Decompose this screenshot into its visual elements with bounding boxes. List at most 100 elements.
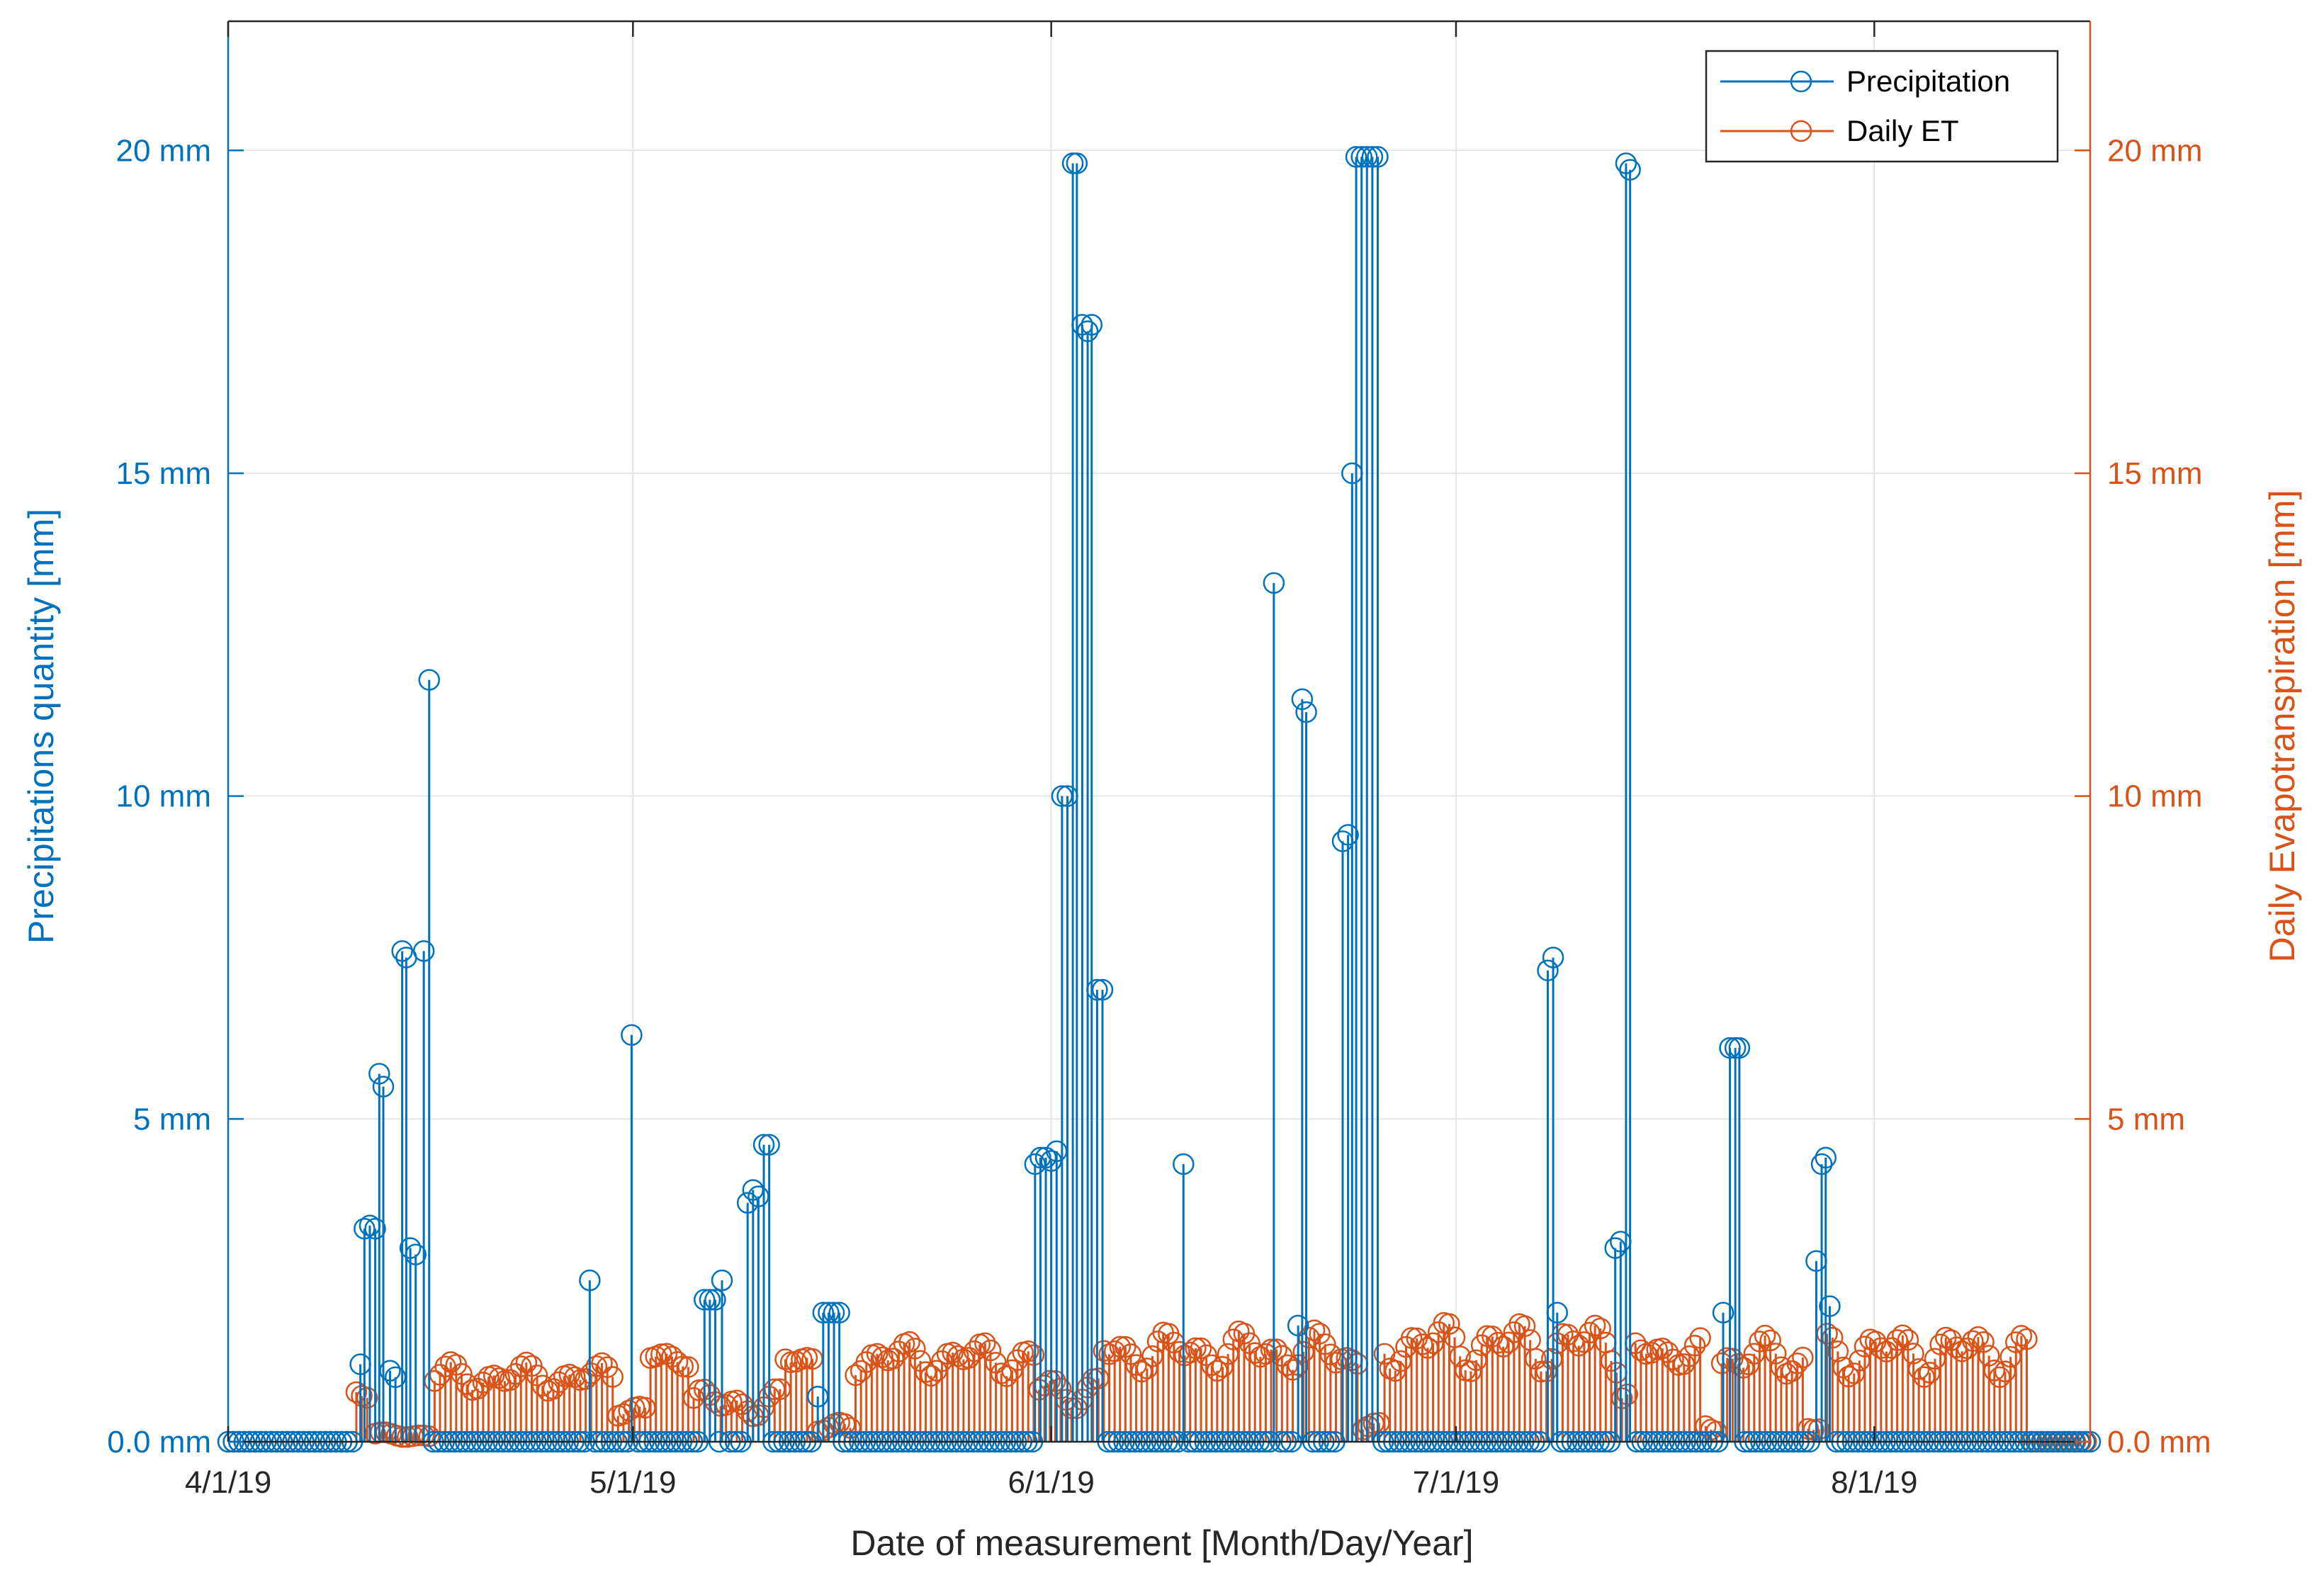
et-marker [1115,1335,1136,1358]
et-marker [1967,1326,1990,1348]
precipitation-marker [1287,1314,1309,1337]
et-marker [666,1351,689,1373]
precipitation-marker [364,1218,386,1240]
precipitation-marker [405,1243,427,1265]
precipitation-marker [828,1301,850,1323]
precipitation-marker [1542,947,1564,968]
precipitation-marker [1728,1037,1751,1059]
et-marker [564,1366,586,1389]
precipitation-marker [579,1269,601,1292]
axes [227,20,2092,1443]
precipitation-marker [418,669,440,691]
precipitation-marker [399,1237,422,1259]
et-marker [1201,1354,1223,1377]
precipitation-marker [823,1301,845,1323]
precipitation-marker [1361,146,1384,168]
et-marker [1449,1345,1471,1367]
y-tick-label-right: 15 mm [2107,456,2202,491]
y-tick-label-right: 10 mm [2107,779,2202,814]
et-marker [1786,1352,1809,1374]
et-marker [1616,1383,1639,1406]
et-marker [1314,1333,1336,1355]
et-marker [1093,1340,1115,1362]
precipitation-marker [1615,152,1637,174]
et-marker [2016,1328,2038,1350]
et-marker [1309,1323,1331,1345]
y-tick-label-right: 0.0 mm [2107,1425,2211,1459]
precipitation-marker [711,1269,733,1292]
precipitation-marker [1173,1153,1195,1175]
et-marker [1260,1338,1282,1360]
et-marker [1978,1345,2000,1367]
et-marker [1584,1314,1606,1337]
precipitation-marker [1546,1301,1569,1323]
et-marker [1438,1313,1460,1335]
et-marker [1190,1337,1212,1360]
y-tick-label-right: 20 mm [2107,133,2202,168]
y-axis-label-left: Precipitations quantity [mm] [21,509,61,944]
precipitation-marker [1819,1295,1841,1317]
et-marker [356,1386,378,1409]
precipitation-marker [752,1134,775,1156]
et-marker [1695,1415,1717,1438]
et-marker [1589,1317,1611,1340]
et-marker [1792,1346,1814,1369]
y-tick-label-left: 0.0 mm [107,1425,211,1459]
et-marker [872,1346,893,1368]
et-marker [1400,1327,1423,1349]
et-marker [974,1332,996,1355]
precipitation-marker [1091,978,1114,1001]
et-marker [483,1365,505,1386]
precipitation-marker [372,1075,395,1097]
et-marker [904,1338,926,1360]
et-marker [774,1348,796,1370]
et-marker [439,1351,462,1373]
x-tick-label: 6/1/19 [1008,1465,1094,1500]
et-marker [898,1331,920,1353]
et-marker [1022,1344,1045,1366]
y-tick-label-left: 10 mm [116,779,211,814]
et-marker [1765,1343,1787,1365]
et-marker [1892,1324,1914,1346]
et-marker [451,1362,473,1385]
et-marker [1827,1340,1849,1362]
legend-et-marker [1790,120,1812,142]
precipitation-marker [1066,152,1088,174]
et-marker [1476,1325,1499,1347]
et-marker [2010,1325,2033,1347]
precipitation-marker [1815,1146,1837,1169]
precipitation-marker [1263,572,1285,594]
legend: Precipitation Daily ET [1705,50,2059,163]
et-marker [947,1345,969,1367]
precipitation-marker [391,940,413,962]
precipitation-marker [1619,159,1641,181]
y-tick-label-left: 5 mm [133,1102,211,1136]
et-marker [1754,1324,1776,1347]
et-marker [1185,1337,1207,1360]
tick-labels: 0.0 mm 0.0 mm 5 mm 5 mm 10 mm 10 mm 15 mm 15 mm… [107,133,2211,1500]
et-marker [1657,1341,1679,1364]
et-marker [1973,1331,1995,1353]
et-marker [655,1343,678,1365]
et-marker [515,1351,538,1374]
precipitation-marker [621,1024,643,1046]
precipitation-marker [1810,1153,1833,1175]
et-marker [1265,1338,1287,1360]
et-marker [591,1352,613,1374]
et-marker [1195,1344,1217,1367]
precipitation-marker [368,1063,390,1085]
et-marker [1662,1348,1684,1371]
precipitation-marker [1295,701,1317,723]
y-tick-label-left: 15 mm [116,456,211,491]
et-marker [488,1367,511,1389]
y-tick-label-left: 20 mm [116,133,211,168]
grid [228,21,2090,1442]
et-marker [345,1381,368,1404]
et-marker [1119,1343,1142,1365]
legend-et-label: Daily ET [1846,114,1959,147]
precipitation-marker [1081,314,1103,336]
et-marker [1962,1330,1984,1352]
et-marker [1897,1328,1919,1351]
et-marker [1243,1342,1266,1365]
precipitation-marker [1337,824,1359,846]
